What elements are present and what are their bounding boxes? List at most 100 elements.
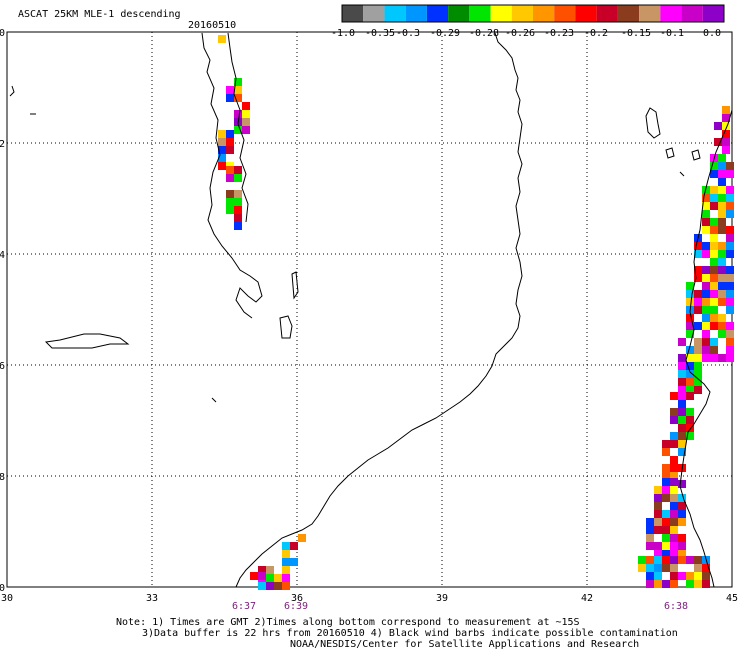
wind-cell bbox=[266, 582, 274, 590]
wind-cell bbox=[218, 162, 226, 170]
wind-cell bbox=[694, 338, 702, 346]
wind-cell bbox=[678, 400, 686, 408]
wind-cell bbox=[694, 274, 702, 282]
wind-cell bbox=[282, 566, 290, 574]
wind-cell bbox=[686, 386, 694, 394]
wind-cell bbox=[638, 556, 646, 564]
longitude-label: 42 bbox=[581, 593, 593, 604]
wind-cell bbox=[714, 138, 722, 146]
wind-cell bbox=[686, 572, 694, 580]
wind-cell bbox=[274, 574, 282, 582]
wind-cell bbox=[662, 478, 670, 486]
wind-cell bbox=[670, 494, 678, 502]
longitude-label: 36 bbox=[291, 593, 303, 604]
wind-cell bbox=[258, 572, 266, 580]
wind-cell bbox=[702, 354, 710, 362]
wind-cell bbox=[694, 306, 702, 314]
wind-cell bbox=[718, 178, 726, 186]
wind-cell bbox=[234, 78, 242, 86]
wind-cell bbox=[218, 35, 226, 43]
wind-cell bbox=[234, 174, 242, 182]
wind-cell bbox=[282, 542, 290, 550]
wind-cell bbox=[718, 162, 726, 170]
colorbar-swatch bbox=[511, 5, 533, 22]
colorbar-swatch bbox=[702, 5, 724, 22]
wind-cell bbox=[702, 346, 710, 354]
colorbar-border bbox=[341, 4, 725, 23]
wind-cell bbox=[226, 166, 234, 174]
map-header-date: 20160510 bbox=[188, 20, 237, 31]
wind-cell bbox=[670, 440, 678, 448]
wind-cell bbox=[670, 486, 678, 494]
wind-cell bbox=[726, 250, 734, 258]
wind-cell bbox=[718, 226, 726, 234]
wind-cell bbox=[678, 408, 686, 416]
wind-cell bbox=[662, 486, 670, 494]
coastlines bbox=[9, 32, 733, 588]
inland-mark-4 bbox=[679, 171, 685, 177]
colorbar-label: -0.35 bbox=[365, 28, 395, 39]
wind-cell bbox=[662, 518, 670, 526]
wind-cell bbox=[686, 370, 694, 378]
wind-cell bbox=[234, 110, 242, 118]
wind-cell bbox=[234, 198, 242, 206]
wind-cell bbox=[670, 580, 678, 588]
wind-cell bbox=[654, 510, 662, 518]
wind-cell bbox=[662, 472, 670, 480]
colorbar-swatch bbox=[342, 5, 364, 22]
lake-bangweulu bbox=[44, 333, 130, 349]
wind-cell bbox=[234, 206, 242, 214]
wind-cell bbox=[726, 202, 734, 210]
wind-cell bbox=[710, 274, 718, 282]
wind-cell bbox=[702, 194, 710, 202]
wind-cell bbox=[218, 146, 226, 154]
wind-cell bbox=[646, 534, 654, 542]
colorbar-label: -0.3 bbox=[396, 28, 420, 39]
wind-cell bbox=[694, 378, 702, 386]
wind-cell bbox=[226, 190, 234, 198]
wind-cell bbox=[718, 170, 726, 178]
wind-cell bbox=[702, 298, 710, 306]
colorbar-swatch bbox=[384, 5, 406, 22]
wind-cell bbox=[686, 392, 694, 400]
colorbar-label: -0.29 bbox=[430, 28, 460, 39]
wind-cell bbox=[694, 354, 702, 362]
wind-cell bbox=[678, 424, 686, 432]
wind-cell bbox=[702, 266, 710, 274]
wind-cell bbox=[694, 290, 702, 298]
small-lake-1 bbox=[291, 271, 299, 300]
wind-cell bbox=[678, 542, 686, 550]
wind-cell bbox=[670, 456, 678, 464]
wind-cell bbox=[710, 266, 718, 274]
wind-cell bbox=[662, 448, 670, 456]
wind-cell bbox=[686, 298, 694, 306]
wind-cell bbox=[686, 290, 694, 298]
wind-cell bbox=[234, 190, 242, 198]
wind-cell bbox=[226, 86, 234, 94]
wind-cell bbox=[654, 550, 662, 558]
wind-cell bbox=[686, 432, 694, 440]
wind-cell bbox=[678, 362, 686, 370]
wind-cell bbox=[226, 138, 234, 146]
colorbar-swatch bbox=[490, 5, 512, 22]
wind-cell bbox=[726, 354, 734, 362]
wind-cell bbox=[654, 542, 662, 550]
map-frame bbox=[6, 31, 733, 588]
wind-cell bbox=[710, 218, 718, 226]
latitude-label: -14 bbox=[0, 250, 5, 261]
wind-cell bbox=[726, 266, 734, 274]
wind-cell bbox=[726, 234, 734, 242]
mainland-coast bbox=[235, 32, 523, 588]
wind-cell bbox=[726, 338, 734, 346]
comoros-island-3 bbox=[691, 149, 701, 161]
wind-cell bbox=[282, 558, 290, 566]
wind-cell bbox=[654, 502, 662, 510]
colorbar-swatch bbox=[363, 5, 385, 22]
wind-cell bbox=[290, 558, 298, 566]
wind-cell bbox=[654, 486, 662, 494]
wind-cell bbox=[718, 330, 726, 338]
wind-cell bbox=[654, 580, 662, 588]
wind-cell bbox=[678, 448, 686, 456]
wind-cell bbox=[670, 432, 678, 440]
